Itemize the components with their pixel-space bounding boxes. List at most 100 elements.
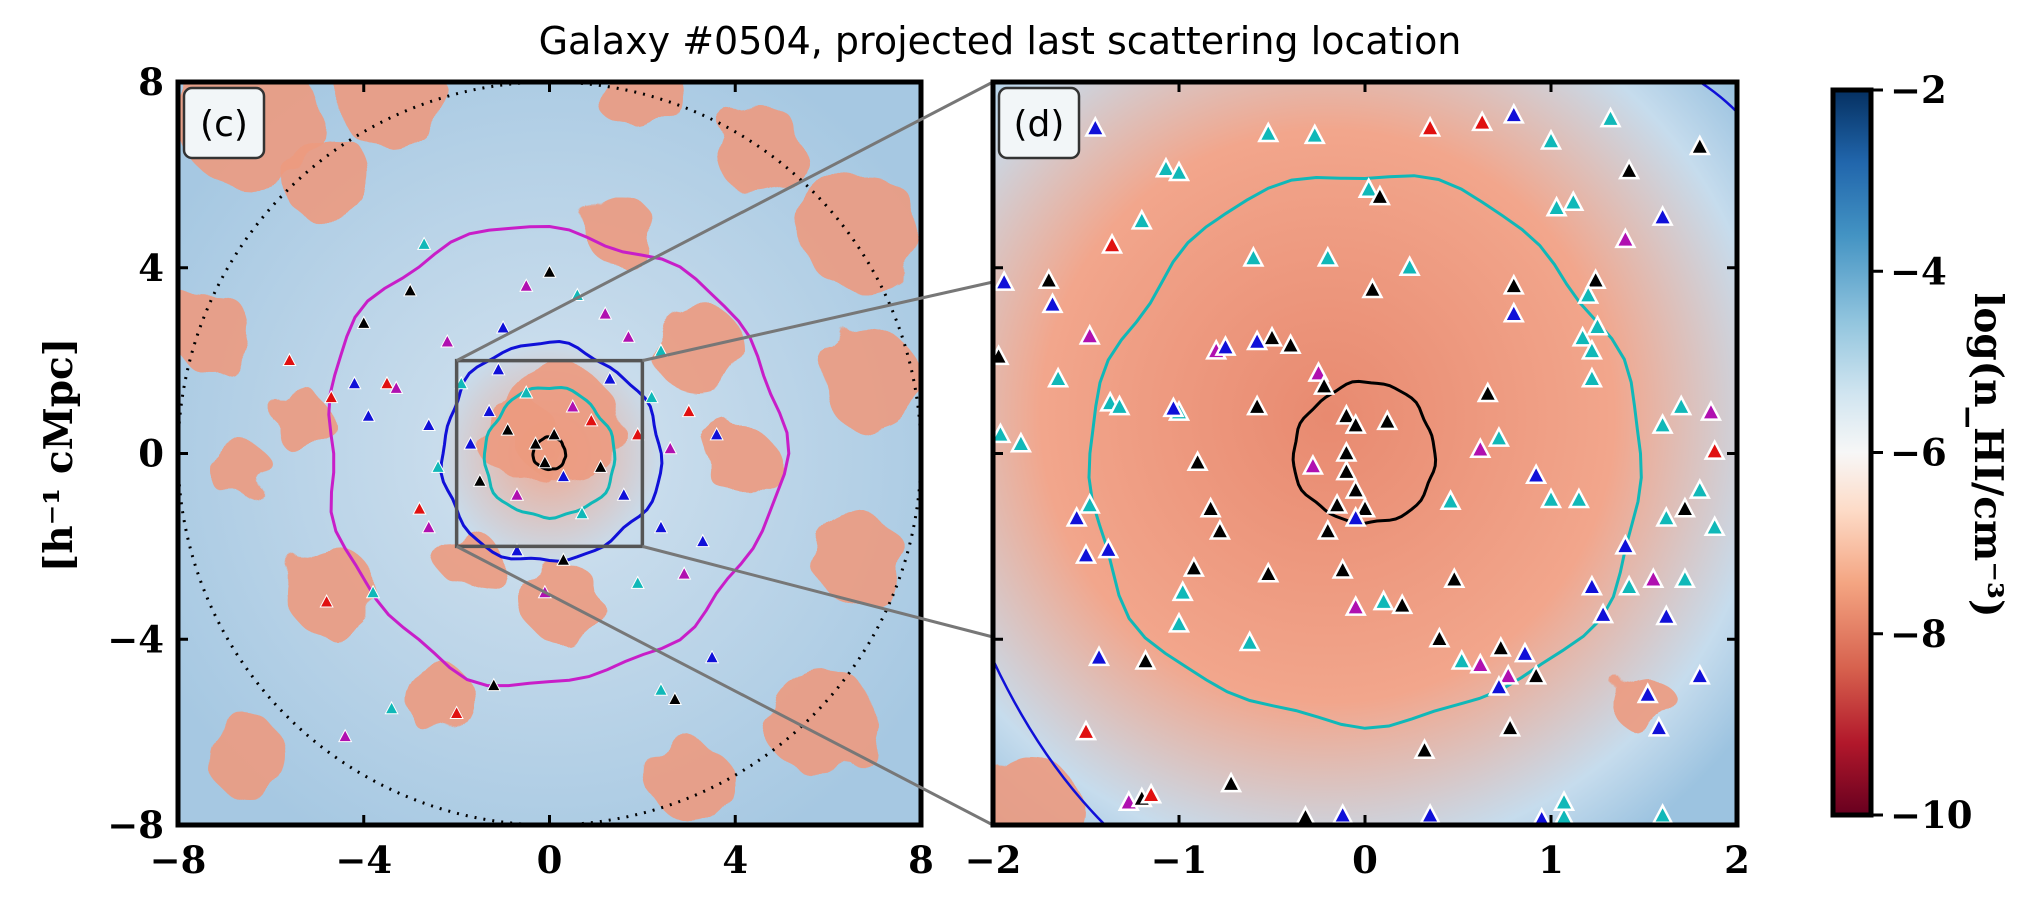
marker-triangle xyxy=(1344,477,1367,499)
marker-triangle xyxy=(1413,738,1436,759)
y-tick-label: 8 xyxy=(138,60,164,104)
marker-triangle xyxy=(1439,489,1462,511)
marker-triangle xyxy=(338,728,353,743)
marker-triangle xyxy=(1037,268,1060,290)
colorbar-tick-label: −10 xyxy=(1890,793,1973,837)
x-tick-label: −2 xyxy=(965,838,1022,882)
marker-triangle xyxy=(440,333,455,348)
marker-triangle xyxy=(412,501,427,515)
marker-triangle xyxy=(365,584,381,599)
marker-triangle xyxy=(1525,663,1548,685)
marker-triangle xyxy=(584,412,599,427)
ionized-patch xyxy=(765,665,875,775)
y-axis-label: [h⁻¹ cMpc] xyxy=(36,338,82,572)
marker-triangle xyxy=(1688,134,1711,156)
marker-triangle xyxy=(1167,160,1191,182)
ionized-patch xyxy=(820,330,920,430)
marker-triangle xyxy=(449,705,464,719)
marker-triangle xyxy=(519,278,534,292)
marker-triangle xyxy=(1335,403,1358,425)
marker-triangle xyxy=(1599,106,1622,128)
marker-triangle xyxy=(1326,492,1349,514)
marker-triangle xyxy=(1372,589,1395,611)
marker-triangle xyxy=(574,505,590,520)
ionized-patch xyxy=(480,400,560,480)
marker-triangle xyxy=(681,403,696,418)
panel-d: −2 −1 0 1 2 (d) xyxy=(965,79,1750,882)
marker-triangle xyxy=(1214,334,1237,356)
marker-triangle xyxy=(1552,790,1576,811)
ionized-patch xyxy=(210,440,270,500)
marker-triangle xyxy=(1688,663,1711,685)
marker-triangle xyxy=(1419,115,1442,137)
marker-triangle xyxy=(495,320,511,334)
marker-triangle xyxy=(1525,463,1548,485)
panel-c-ticks: −8 −4 0 4 8 8 4 0 −4 −8 xyxy=(107,60,934,882)
marker-triangle xyxy=(1301,453,1324,475)
colorbar-tick-label: −6 xyxy=(1890,431,1947,475)
ionized-patch xyxy=(993,755,1075,825)
marker-triangle xyxy=(472,473,487,487)
marker-triangle xyxy=(1257,561,1280,583)
marker-triangle xyxy=(1335,459,1358,481)
ionized-patch xyxy=(178,290,250,370)
ionized-patch xyxy=(600,82,680,135)
marker-triangle xyxy=(1097,537,1120,559)
marker-triangle xyxy=(1699,399,1723,421)
marker-triangle xyxy=(1443,567,1466,589)
marker-triangle xyxy=(1450,648,1473,670)
marker-triangle xyxy=(1208,518,1231,540)
marker-triangle xyxy=(1260,325,1284,347)
marker-triangle xyxy=(1154,156,1178,178)
marker-triangle xyxy=(653,682,669,696)
marker-triangle xyxy=(463,436,478,450)
marker-triangle xyxy=(1539,128,1563,150)
panel-c-label: (c) xyxy=(200,104,248,145)
marker-triangle xyxy=(1074,542,1098,564)
marker-triangle xyxy=(602,371,617,385)
marker-triangle xyxy=(1140,782,1163,804)
marker-triangle xyxy=(709,426,724,441)
marker-triangle xyxy=(1162,396,1185,418)
marker-triangle xyxy=(1532,806,1552,825)
ionized-patch xyxy=(270,390,330,450)
marker-triangle xyxy=(356,315,371,329)
panel-c-zoom-box xyxy=(454,358,645,549)
marker-triangle xyxy=(1199,496,1222,518)
y-tick-label: −4 xyxy=(107,617,164,661)
marker-triangle xyxy=(1368,184,1391,206)
ionized-patch xyxy=(440,530,500,590)
connector-line xyxy=(455,80,994,362)
marker-triangle xyxy=(1636,682,1659,704)
panel-d-blue-contour-arc-left xyxy=(993,659,1106,825)
marker-triangle xyxy=(1497,663,1520,685)
ionized-patch xyxy=(285,545,375,635)
connector-line xyxy=(642,280,994,363)
marker-triangle xyxy=(1567,487,1590,509)
marker-triangle xyxy=(547,426,562,441)
marker-triangle xyxy=(403,282,418,297)
marker-triangle xyxy=(1074,719,1098,741)
marker-triangle xyxy=(556,552,571,566)
ionized-patch xyxy=(655,305,745,395)
ionized-patch xyxy=(815,515,905,605)
x-tick-label: 8 xyxy=(908,838,934,882)
marker-triangle xyxy=(993,269,1016,291)
ionized-patch xyxy=(705,425,775,495)
marker-triangle xyxy=(1130,208,1153,230)
marker-triangle xyxy=(1220,771,1243,793)
marker-triangle xyxy=(1084,115,1107,137)
panel-c: −8 −4 0 4 8 8 4 0 −4 −8 (c) xyxy=(107,60,934,882)
connector-line xyxy=(641,544,994,639)
marker-triangle xyxy=(1316,518,1339,540)
marker-triangle xyxy=(509,487,525,501)
x-tick-label: 1 xyxy=(1538,838,1564,882)
marker-triangle xyxy=(537,454,552,469)
marker-triangle xyxy=(1580,366,1603,388)
y-tick-label: 0 xyxy=(138,432,164,476)
marker-triangle xyxy=(1571,325,1594,347)
marker-triangle xyxy=(319,594,334,608)
marker-triangle xyxy=(1238,630,1261,652)
x-tick-label: −1 xyxy=(1151,838,1208,882)
ionized-patch xyxy=(405,665,475,735)
